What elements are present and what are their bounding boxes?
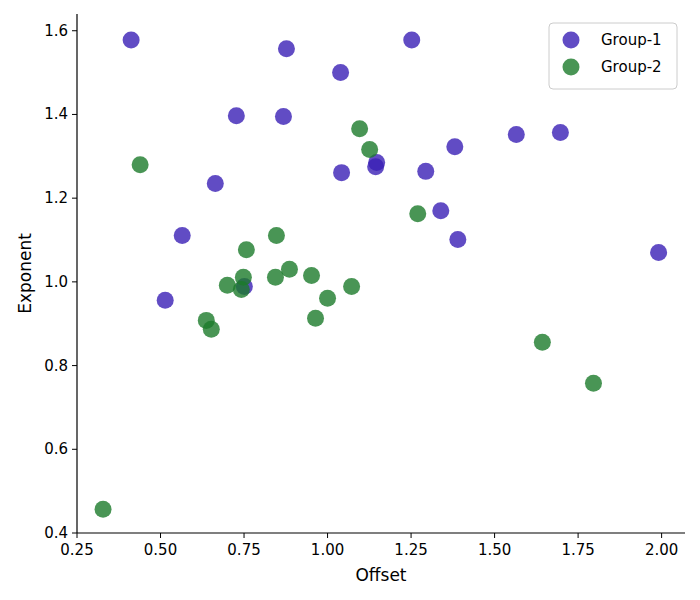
legend-marker	[563, 32, 580, 49]
point	[319, 290, 336, 307]
point	[123, 31, 140, 48]
legend-frame	[549, 23, 677, 89]
y-tick	[72, 114, 77, 115]
point	[432, 202, 449, 219]
point	[585, 375, 602, 392]
point	[95, 501, 112, 518]
point	[303, 267, 320, 284]
point	[417, 163, 434, 180]
x-tick-label: 1.00	[311, 541, 344, 559]
point	[508, 126, 525, 143]
y-axis	[76, 14, 77, 533]
x-tick-label: 1.50	[478, 541, 511, 559]
legend-label: Group-1	[601, 31, 662, 49]
y-tick-label: 1.2	[44, 189, 68, 207]
point	[174, 227, 191, 244]
x-tick	[411, 533, 412, 538]
y-tick-label: 1.0	[44, 273, 68, 291]
point	[275, 108, 292, 125]
y-tick	[72, 198, 77, 199]
point	[233, 281, 250, 298]
point	[552, 124, 569, 141]
x-tick-label: 2.00	[645, 541, 678, 559]
y-tick	[72, 30, 77, 31]
y-tick-label: 0.6	[44, 440, 68, 458]
point	[446, 138, 463, 155]
x-tick	[578, 533, 579, 538]
point	[281, 261, 298, 278]
y-tick	[72, 365, 77, 366]
point	[307, 310, 324, 327]
point	[207, 175, 224, 192]
x-tick	[77, 533, 78, 538]
point	[333, 164, 350, 181]
point	[332, 64, 349, 81]
x-tick	[160, 533, 161, 538]
x-tick-label: 0.75	[227, 541, 260, 559]
y-axis-label: Exponent	[15, 233, 35, 314]
point	[367, 158, 384, 175]
point	[449, 231, 466, 248]
x-tick-label: 1.25	[394, 541, 427, 559]
x-tick-label: 0.25	[60, 541, 93, 559]
point	[343, 278, 360, 295]
x-tick	[327, 533, 328, 538]
point	[228, 107, 245, 124]
chart: 0.25 0.50 0.75 1.00 1.25 1.50 1.75 2.00 0.4 0.6 0.…	[0, 0, 700, 600]
y-tick-label: 1.6	[44, 22, 68, 40]
x-tick	[661, 533, 662, 538]
point	[534, 334, 551, 351]
x-axis-label: Offset	[355, 565, 406, 585]
point	[403, 31, 420, 48]
point	[268, 227, 285, 244]
point	[157, 292, 174, 309]
y-tick-label: 1.4	[44, 105, 68, 123]
point	[351, 120, 368, 137]
point	[278, 40, 295, 57]
y-tick-label: 0.8	[44, 357, 68, 375]
point	[650, 244, 667, 261]
legend: Group-1 Group-2	[549, 23, 677, 89]
point	[132, 156, 149, 173]
point	[203, 321, 220, 338]
x-tick	[244, 533, 245, 538]
legend-label: Group-2	[601, 58, 662, 76]
x-tick-label: 0.50	[144, 541, 177, 559]
y-tick	[72, 533, 77, 534]
x-axis	[77, 532, 685, 533]
points	[95, 31, 668, 517]
x-tick	[494, 533, 495, 538]
y-tick	[72, 281, 77, 282]
point	[238, 241, 255, 258]
point	[361, 141, 378, 158]
x-tick-label: 1.75	[561, 541, 594, 559]
point	[409, 205, 426, 222]
y-tick-label: 0.4	[44, 524, 68, 542]
y-tick	[72, 449, 77, 450]
legend-marker	[563, 59, 580, 76]
